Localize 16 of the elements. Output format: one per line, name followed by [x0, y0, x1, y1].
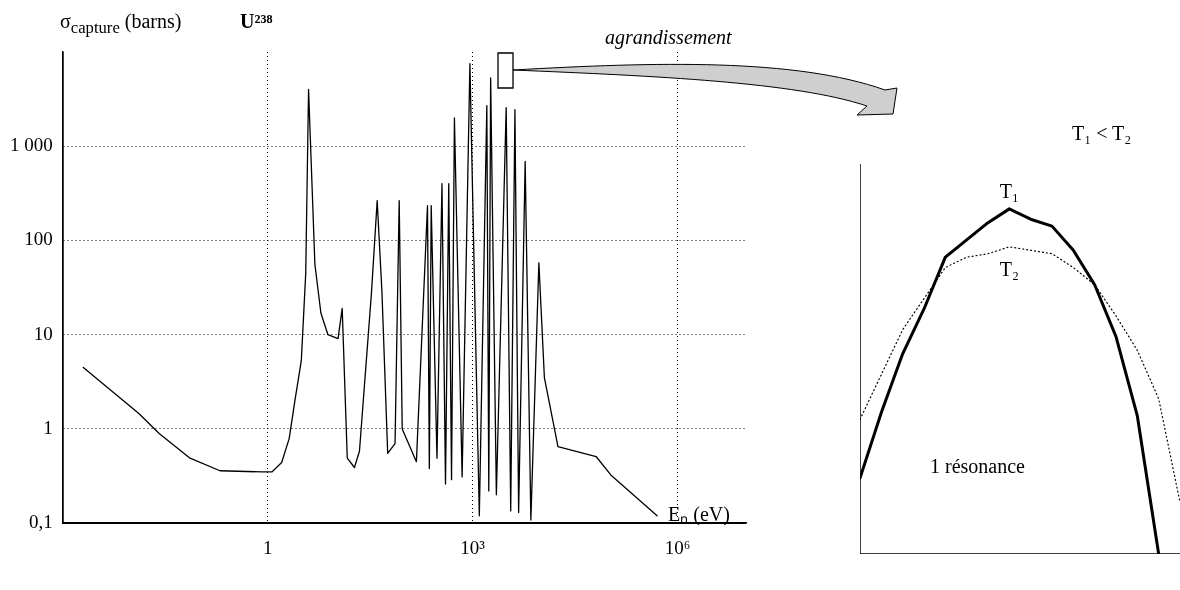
text: T₁ < T₂	[1072, 122, 1132, 145]
x-tick-label: 1	[262, 536, 273, 558]
series-label: T₁	[999, 180, 1019, 203]
x-axis-title: Eₙ (eV)	[668, 502, 730, 527]
x-tick-label: 10⁶	[664, 536, 691, 558]
y-tick-label: 1 000	[10, 134, 53, 156]
chart-title: U²³⁸	[240, 10, 273, 33]
text: agrandissement	[605, 26, 732, 49]
annotation: 1 résonance	[930, 455, 1025, 478]
y-tick-label: 1	[43, 416, 53, 438]
x-tick-label: 10³	[460, 536, 486, 558]
y-tick-label: 0,1	[29, 511, 53, 533]
series-label: T₂	[999, 258, 1019, 281]
y-tick-label: 10	[33, 322, 53, 344]
y-axis-title: σ$_{capture}$ (barns)	[60, 10, 182, 38]
y-tick-label: 100	[24, 228, 53, 250]
